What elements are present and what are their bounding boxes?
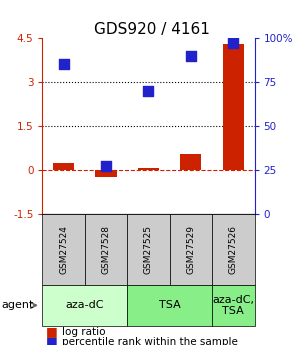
Bar xyxy=(138,168,159,170)
Text: TSA: TSA xyxy=(159,300,181,310)
Text: GSM27528: GSM27528 xyxy=(102,225,111,274)
Point xyxy=(188,53,193,58)
Text: aza-dC: aza-dC xyxy=(65,300,104,310)
Point xyxy=(104,164,108,169)
Text: agent: agent xyxy=(2,300,34,310)
Text: ■: ■ xyxy=(45,325,57,338)
Text: aza-dC,
TSA: aza-dC, TSA xyxy=(212,295,254,316)
Text: log ratio: log ratio xyxy=(62,327,106,337)
Text: GDS920 / 4161: GDS920 / 4161 xyxy=(94,22,209,37)
Point xyxy=(231,40,236,46)
Text: GSM27524: GSM27524 xyxy=(59,225,68,274)
Text: GSM27526: GSM27526 xyxy=(229,225,238,274)
Bar xyxy=(223,44,244,170)
Text: percentile rank within the sample: percentile rank within the sample xyxy=(62,337,238,345)
Bar xyxy=(95,170,117,177)
Point xyxy=(146,88,151,93)
Text: ■: ■ xyxy=(45,335,57,345)
Bar xyxy=(180,154,201,170)
Point xyxy=(61,61,66,67)
Text: GSM27525: GSM27525 xyxy=(144,225,153,274)
Text: GSM27529: GSM27529 xyxy=(186,225,195,274)
Bar xyxy=(53,164,74,170)
